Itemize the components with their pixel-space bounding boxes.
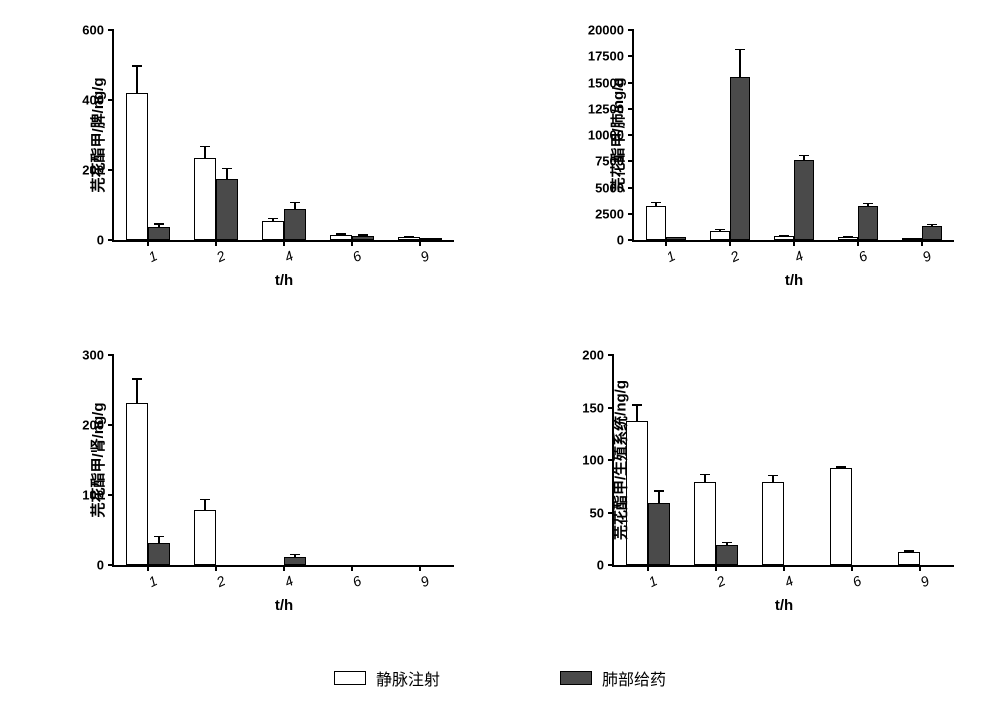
- xtick-label: 2: [210, 565, 227, 590]
- xtick-label: 4: [778, 565, 795, 590]
- xlabel: t/h: [275, 597, 293, 614]
- plot-area: 010020030012469t/h芫花酯甲/肾/ng/g: [112, 355, 454, 567]
- plot-area: 05010015020012469t/h芫花酯甲/生殖系统/ng/g: [612, 355, 954, 567]
- xtick-label: 4: [278, 565, 295, 590]
- legend-swatch: [334, 671, 366, 685]
- xtick-label: 9: [914, 565, 931, 590]
- bar: [194, 158, 216, 240]
- bar: [710, 231, 730, 240]
- xlabel: t/h: [785, 272, 803, 289]
- ytick-label: 17500: [588, 49, 634, 64]
- xtick-label: 9: [916, 240, 933, 265]
- ylabel: 芫花酯甲/肾/ng/g: [87, 403, 108, 518]
- bar: [330, 235, 352, 240]
- xtick-label: 1: [642, 565, 659, 590]
- legend-swatch: [560, 671, 592, 685]
- xtick-label: 6: [846, 565, 863, 590]
- xtick-label: 1: [142, 240, 159, 265]
- plot-area: 0250050007500100001250015000175002000012…: [632, 30, 954, 242]
- legend-label: 肺部给药: [602, 666, 666, 690]
- chart: 010020030012469t/h芫花酯甲/肾/ng/g: [20, 345, 480, 640]
- bar: [284, 557, 306, 565]
- xtick-label: 6: [346, 240, 363, 265]
- ytick-label: 20000: [588, 23, 634, 38]
- bar: [148, 227, 170, 240]
- chart: 0250050007500100001250015000175002000012…: [520, 20, 980, 315]
- chart: 05010015020012469t/h芫花酯甲/生殖系统/ng/g: [520, 345, 980, 640]
- xtick-label: 4: [278, 240, 295, 265]
- bar: [830, 468, 852, 565]
- legend-label: 静脉注射: [376, 666, 440, 690]
- xtick-label: 1: [660, 240, 677, 265]
- bar: [148, 543, 170, 565]
- bar: [216, 179, 238, 240]
- xlabel: t/h: [275, 272, 293, 289]
- xtick-label: 4: [788, 240, 805, 265]
- ytick-label: 200: [582, 348, 614, 363]
- charts-grid: 020040060012469t/h芫花酯甲/脾/ng/g02500500075…: [20, 20, 980, 640]
- ytick-label: 0: [597, 558, 614, 573]
- bar: [126, 403, 148, 565]
- bar: [194, 510, 216, 565]
- ytick-label: 300: [82, 348, 114, 363]
- ytick-label: 0: [97, 233, 114, 248]
- xtick-label: 9: [414, 240, 431, 265]
- ytick-label: 0: [617, 233, 634, 248]
- bar: [922, 226, 942, 240]
- xlabel: t/h: [775, 597, 793, 614]
- bar: [694, 482, 716, 565]
- bar: [126, 93, 148, 240]
- bar: [648, 503, 670, 565]
- xtick-label: 6: [852, 240, 869, 265]
- plot-area: 020040060012469t/h芫花酯甲/脾/ng/g: [112, 30, 454, 242]
- ytick-label: 0: [97, 558, 114, 573]
- ytick-label: 600: [82, 23, 114, 38]
- bar: [762, 482, 784, 565]
- xtick-label: 9: [414, 565, 431, 590]
- bar: [858, 206, 878, 240]
- xtick-label: 2: [210, 240, 227, 265]
- legend: 静脉注射 肺部给药: [20, 666, 980, 690]
- bar: [284, 209, 306, 240]
- legend-item: 静脉注射: [334, 666, 440, 690]
- bar: [262, 221, 284, 240]
- bar: [646, 206, 666, 240]
- ytick-label: 2500: [595, 206, 634, 221]
- xtick-label: 1: [142, 565, 159, 590]
- bar: [666, 237, 686, 240]
- bar: [730, 77, 750, 240]
- ylabel: 芫花酯甲/脾/ng/g: [87, 78, 108, 193]
- chart: 020040060012469t/h芫花酯甲/脾/ng/g: [20, 20, 480, 315]
- xtick-label: 6: [346, 565, 363, 590]
- xtick-label: 2: [710, 565, 727, 590]
- bar: [898, 552, 920, 565]
- legend-item: 肺部给药: [560, 666, 666, 690]
- bar: [352, 236, 374, 240]
- bar: [794, 160, 814, 240]
- xtick-label: 2: [724, 240, 741, 265]
- ylabel: 芫花酯甲/生殖系统/ng/g: [610, 380, 631, 540]
- ylabel: 芫花酯甲/肺/ng/g: [607, 78, 628, 193]
- bar: [716, 545, 738, 565]
